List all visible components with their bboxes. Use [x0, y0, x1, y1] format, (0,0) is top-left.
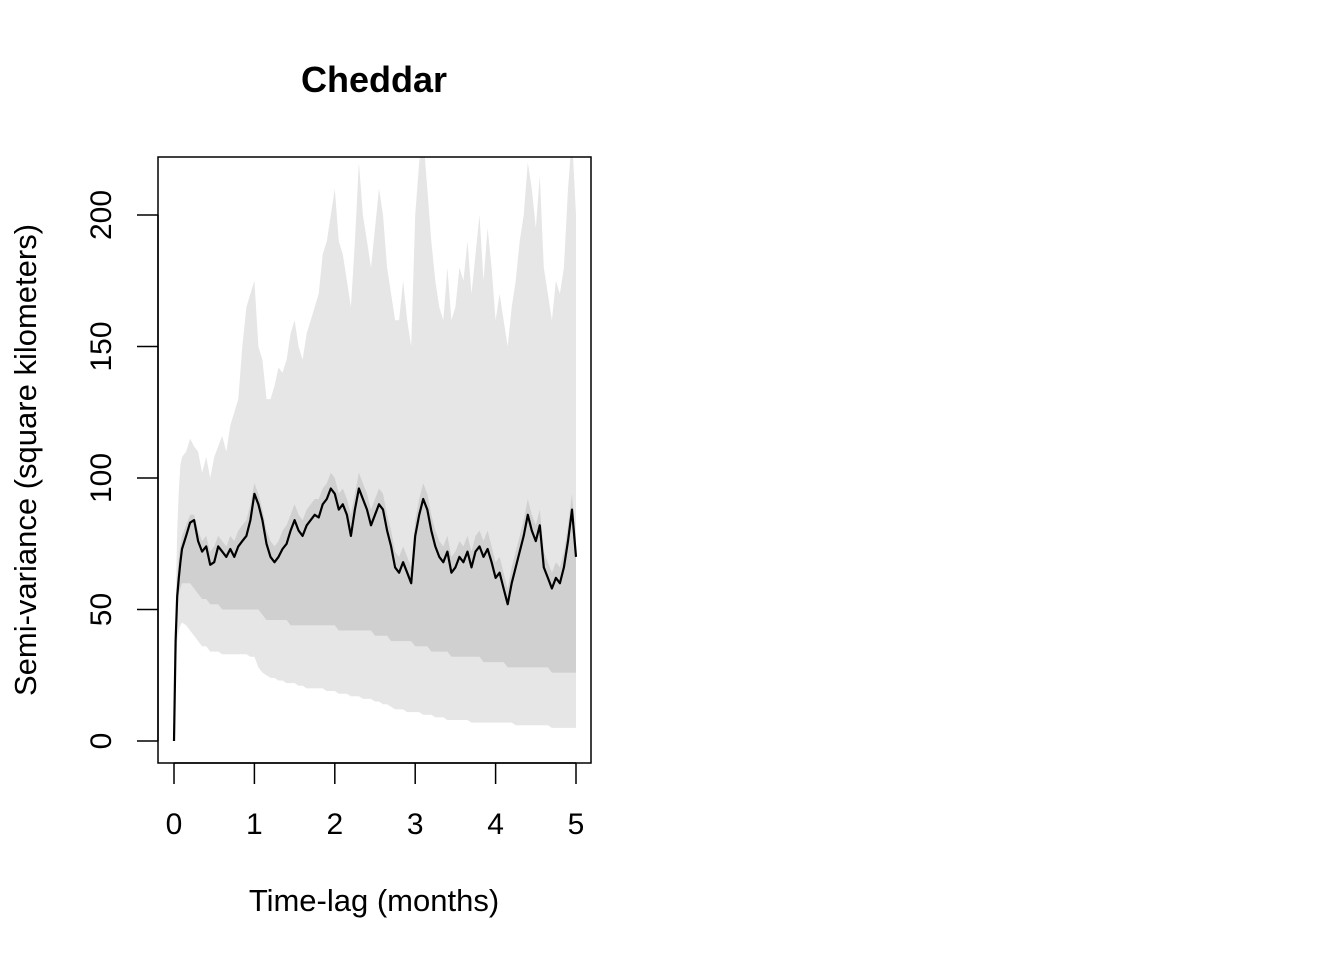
x-tick-label: 5 — [568, 808, 585, 841]
confidence-bands — [174, 157, 576, 741]
x-axis: 0 1 2 3 4 5 — [166, 762, 585, 841]
y-tick-label: 50 — [85, 593, 118, 626]
y-tick-label: 100 — [85, 453, 118, 503]
x-tick-label: 1 — [246, 808, 263, 841]
y-axis: 0 50 100 150 200 — [85, 190, 159, 750]
x-axis-label: Time-lag (months) — [249, 883, 499, 918]
y-tick-label: 0 — [85, 733, 118, 750]
inner-confidence-band — [174, 472, 576, 741]
y-tick-label: 200 — [85, 190, 118, 240]
semivariance-series-line — [172, 487, 578, 742]
chart-title: Cheddar — [301, 59, 447, 100]
x-tick-label: 0 — [166, 808, 183, 841]
x-tick-label: 2 — [326, 808, 343, 841]
x-tick-label: 4 — [487, 808, 504, 841]
y-axis-label: Semi-variance (square kilometers) — [8, 224, 43, 696]
x-tick-label: 3 — [407, 808, 424, 841]
y-tick-label: 150 — [85, 321, 118, 371]
